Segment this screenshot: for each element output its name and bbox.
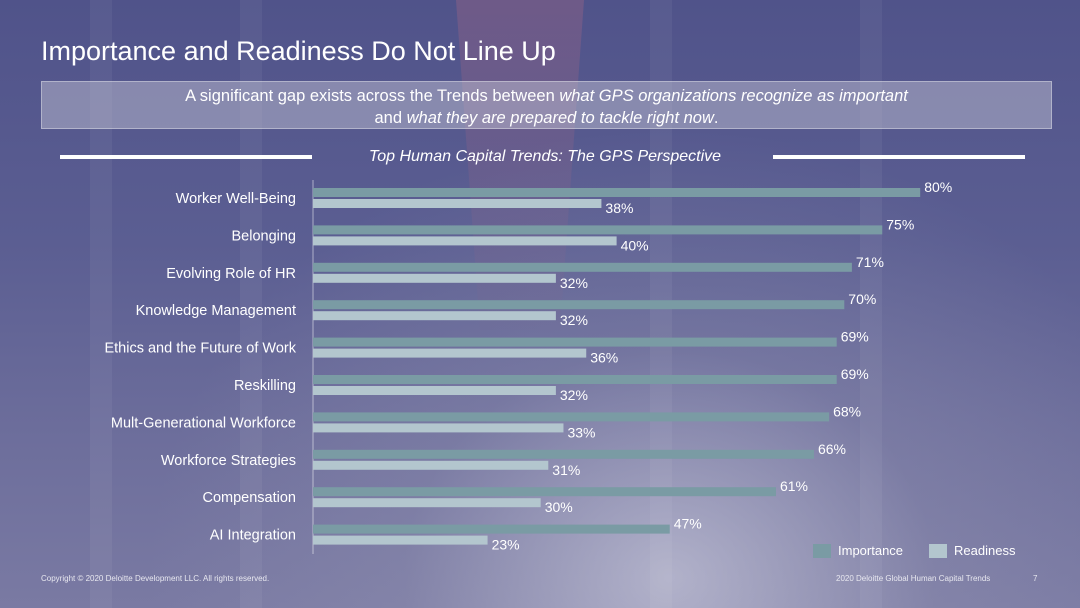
data-label-readiness: 32% — [560, 312, 588, 328]
legend-item-readiness: Readiness — [929, 543, 1015, 558]
bar-importance — [313, 225, 883, 235]
data-label-importance: 80% — [924, 179, 952, 195]
category-label: Knowledge Management — [136, 303, 296, 319]
chart-title: Top Human Capital Trends: The GPS Perspe… — [368, 148, 722, 165]
category-label: Worker Well-Being — [176, 191, 296, 207]
legend-swatch-readiness — [929, 543, 948, 558]
bar-readiness — [313, 423, 564, 433]
data-label-importance: 66% — [818, 441, 846, 457]
title-rule-left — [60, 155, 312, 159]
data-label-readiness: 31% — [552, 462, 580, 478]
background-column — [90, 0, 112, 608]
legend: Importance Readiness — [813, 543, 1015, 558]
data-label-readiness: 32% — [560, 275, 588, 291]
bar-importance — [313, 449, 814, 459]
data-label-importance: 75% — [886, 216, 914, 232]
legend-swatch-importance — [813, 543, 831, 558]
bar-importance — [313, 300, 845, 310]
bar-importance — [313, 188, 921, 197]
legend-label-importance: Importance — [838, 543, 904, 558]
category-label: AI Integration — [210, 528, 296, 544]
bar-readiness — [313, 273, 556, 283]
legend-label-readiness: Readiness — [954, 543, 1016, 558]
footer-copyright: Copyright © 2020 Deloitte Development LL… — [41, 574, 270, 583]
data-label-importance: 47% — [674, 516, 702, 532]
title-rule-right — [773, 155, 1025, 159]
category-label: Workforce Strategies — [161, 453, 296, 469]
bar-readiness — [313, 199, 602, 208]
banner-text: . — [713, 109, 719, 127]
page-number: 7 — [1033, 574, 1038, 583]
banner-emphasis: what GPS organizations recognize as impo… — [559, 87, 908, 105]
bar-importance — [313, 412, 830, 422]
bar-readiness — [313, 236, 617, 246]
banner-text: A significant gap exists across the Tren… — [185, 87, 560, 105]
bar-readiness — [313, 460, 549, 470]
data-label-importance: 69% — [841, 366, 869, 382]
background-column — [240, 0, 262, 608]
data-label-importance: 61% — [780, 478, 808, 494]
data-label-readiness: 40% — [621, 237, 649, 253]
data-label-importance: 71% — [856, 254, 884, 270]
footer-source: 2020 Deloitte Global Human Capital Trend… — [836, 574, 991, 583]
bar-readiness — [313, 498, 541, 508]
data-label-readiness: 32% — [560, 387, 588, 403]
category-label: Evolving Role of HR — [166, 266, 296, 282]
legend-item-importance: Importance — [813, 543, 903, 558]
category-label: Belonging — [232, 228, 297, 244]
bar-readiness — [313, 311, 556, 321]
category-label: Reskilling — [234, 378, 296, 394]
bar-readiness — [313, 535, 488, 545]
bar-chart: Worker Well-Being 80% 38% Belonging 75% 40% Ev… — [104, 179, 952, 553]
bar-importance — [313, 487, 776, 497]
data-label-importance: 68% — [833, 403, 861, 419]
data-label-readiness: 23% — [492, 537, 520, 553]
banner-text: and — [374, 109, 407, 127]
subtitle-banner: A significant gap exists across the Tren… — [41, 81, 1052, 129]
category-label: Ethics and the Future of Work — [104, 341, 296, 357]
background-column — [860, 0, 882, 608]
data-label-readiness: 33% — [567, 424, 595, 440]
bar-readiness — [313, 348, 587, 358]
bar-importance — [313, 375, 837, 384]
data-label-readiness: 38% — [605, 200, 633, 216]
slide-title: Importance and Readiness Do Not Line Up — [41, 36, 556, 66]
bar-importance — [313, 337, 837, 347]
data-label-readiness: 36% — [590, 350, 618, 366]
bar-importance — [313, 524, 670, 534]
data-label-importance: 70% — [848, 291, 876, 307]
category-label: Compensation — [203, 490, 297, 506]
data-label-readiness: 30% — [545, 499, 573, 515]
category-label: Mult-Generational Workforce — [111, 415, 296, 431]
bar-readiness — [313, 386, 556, 395]
banner-emphasis: what they are prepared to tackle right n… — [406, 109, 714, 127]
data-label-importance: 69% — [841, 329, 869, 345]
bar-importance — [313, 262, 852, 272]
